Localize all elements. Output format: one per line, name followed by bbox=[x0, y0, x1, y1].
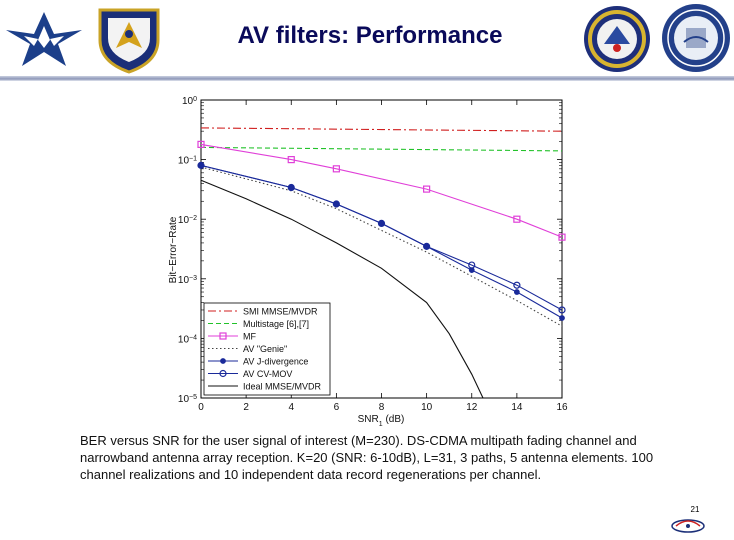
legend-label: AV "Genie" bbox=[243, 344, 287, 354]
page-number: 21 bbox=[690, 505, 700, 514]
figure-caption: BER versus SNR for the user signal of in… bbox=[80, 433, 654, 482]
x-tick-label: 16 bbox=[556, 402, 568, 413]
y-axis-label: Bit−Error−Rate bbox=[168, 216, 179, 283]
y-tick-label: 10−3 bbox=[178, 274, 197, 286]
legend-label: AV CV-MOV bbox=[243, 369, 292, 379]
series bbox=[200, 166, 563, 327]
y-tick-mantissa: 10 bbox=[178, 215, 190, 226]
y-tick-label: 10−5 bbox=[178, 394, 197, 406]
series-marker-dot bbox=[220, 358, 226, 364]
series-line bbox=[200, 179, 484, 399]
series bbox=[197, 140, 566, 241]
series-line bbox=[200, 127, 563, 132]
series-marker-square bbox=[287, 155, 295, 164]
x-tick-label: 8 bbox=[379, 402, 385, 413]
legend-items: SMI MMSE/MVDR Multistage [6],[7] MF AV "Gen… bbox=[208, 307, 322, 392]
series-marker-circle bbox=[197, 161, 205, 169]
scientific-research-seal bbox=[584, 6, 650, 72]
y-tick-exponent: −2 bbox=[189, 215, 197, 222]
series-marker-circle bbox=[468, 261, 476, 269]
y-tick-label: 10−4 bbox=[178, 334, 197, 346]
series-marker-circle bbox=[219, 369, 227, 378]
x-tick-label: 4 bbox=[288, 402, 294, 413]
y-tick-exponent: −3 bbox=[189, 274, 197, 281]
x-axis-label: SNR1 (dB) bbox=[358, 414, 405, 428]
x-axis-label-main: SNR bbox=[358, 414, 379, 425]
series-marker-circle bbox=[513, 281, 521, 289]
series-marker-circle bbox=[332, 200, 340, 208]
y-tick-mantissa: 10 bbox=[178, 394, 190, 405]
series-line bbox=[200, 164, 563, 311]
series-marker-circle bbox=[377, 219, 386, 228]
series-marker-square bbox=[513, 215, 521, 223]
legend-label: AV J-divergence bbox=[243, 357, 308, 367]
series-line bbox=[200, 146, 563, 152]
series bbox=[200, 179, 484, 399]
series bbox=[197, 161, 566, 314]
y-tick-exponent: 0 bbox=[193, 96, 197, 103]
x-tick-label: 14 bbox=[511, 402, 523, 413]
x-tick-label: 2 bbox=[243, 402, 249, 413]
y-tick-mantissa: 10 bbox=[178, 275, 190, 286]
series-line bbox=[200, 143, 563, 238]
x-tick-labels: 0 2 4 6 8 10 12 14 16 bbox=[198, 100, 568, 413]
series-marker-square bbox=[558, 233, 566, 241]
series bbox=[200, 127, 563, 132]
legend-label: Multistage [6],[7] bbox=[243, 319, 309, 329]
series-marker-square bbox=[423, 185, 431, 193]
x-tick-label: 0 bbox=[198, 402, 204, 413]
header-divider bbox=[0, 76, 734, 81]
y-tick-label: 10−2 bbox=[178, 215, 197, 227]
series bbox=[200, 146, 563, 152]
cite-logo bbox=[671, 519, 705, 533]
series-marker-circle bbox=[287, 183, 295, 192]
y-tick-mantissa: 10 bbox=[178, 156, 190, 167]
series-marker-dot bbox=[513, 289, 520, 295]
legend-label: Ideal MMSE/MVDR bbox=[243, 382, 322, 392]
y-tick-exponent: −4 bbox=[189, 334, 197, 341]
legend-label: SMI MMSE/MVDR bbox=[243, 307, 318, 317]
series-marker-square bbox=[219, 332, 227, 340]
y-tick-exponent: −1 bbox=[189, 155, 197, 162]
series-marker-dot bbox=[559, 315, 565, 321]
series-marker-square bbox=[332, 165, 340, 173]
y-tick-mantissa: 10 bbox=[182, 96, 194, 107]
air-force-logo bbox=[4, 6, 84, 70]
series-marker-circle bbox=[558, 306, 566, 314]
legend-label: MF bbox=[243, 332, 256, 342]
series-line bbox=[200, 166, 563, 327]
y-tick-exponent: −5 bbox=[189, 394, 197, 401]
y-tick-mantissa: 10 bbox=[178, 334, 190, 345]
series-marker-square bbox=[197, 140, 205, 148]
university-buffalo-seal bbox=[662, 4, 730, 72]
x-axis-label-unit: (dB) bbox=[383, 414, 405, 425]
y-tick-label: 10−1 bbox=[178, 155, 197, 167]
x-tick-label: 6 bbox=[334, 402, 340, 413]
x-axis-label-subscript: 1 bbox=[379, 421, 383, 428]
legend: SMI MMSE/MVDR Multistage [6],[7] MF AV "Gen… bbox=[203, 302, 331, 396]
x-tick-label: 10 bbox=[421, 402, 433, 413]
series-layer bbox=[197, 127, 566, 399]
x-tick-label: 12 bbox=[466, 402, 478, 413]
y-tick-label: 100 bbox=[182, 96, 197, 108]
slide-title: AV filters: Performance bbox=[237, 22, 503, 49]
afrl-shield-logo bbox=[98, 8, 160, 74]
series-marker-circle bbox=[423, 242, 431, 250]
